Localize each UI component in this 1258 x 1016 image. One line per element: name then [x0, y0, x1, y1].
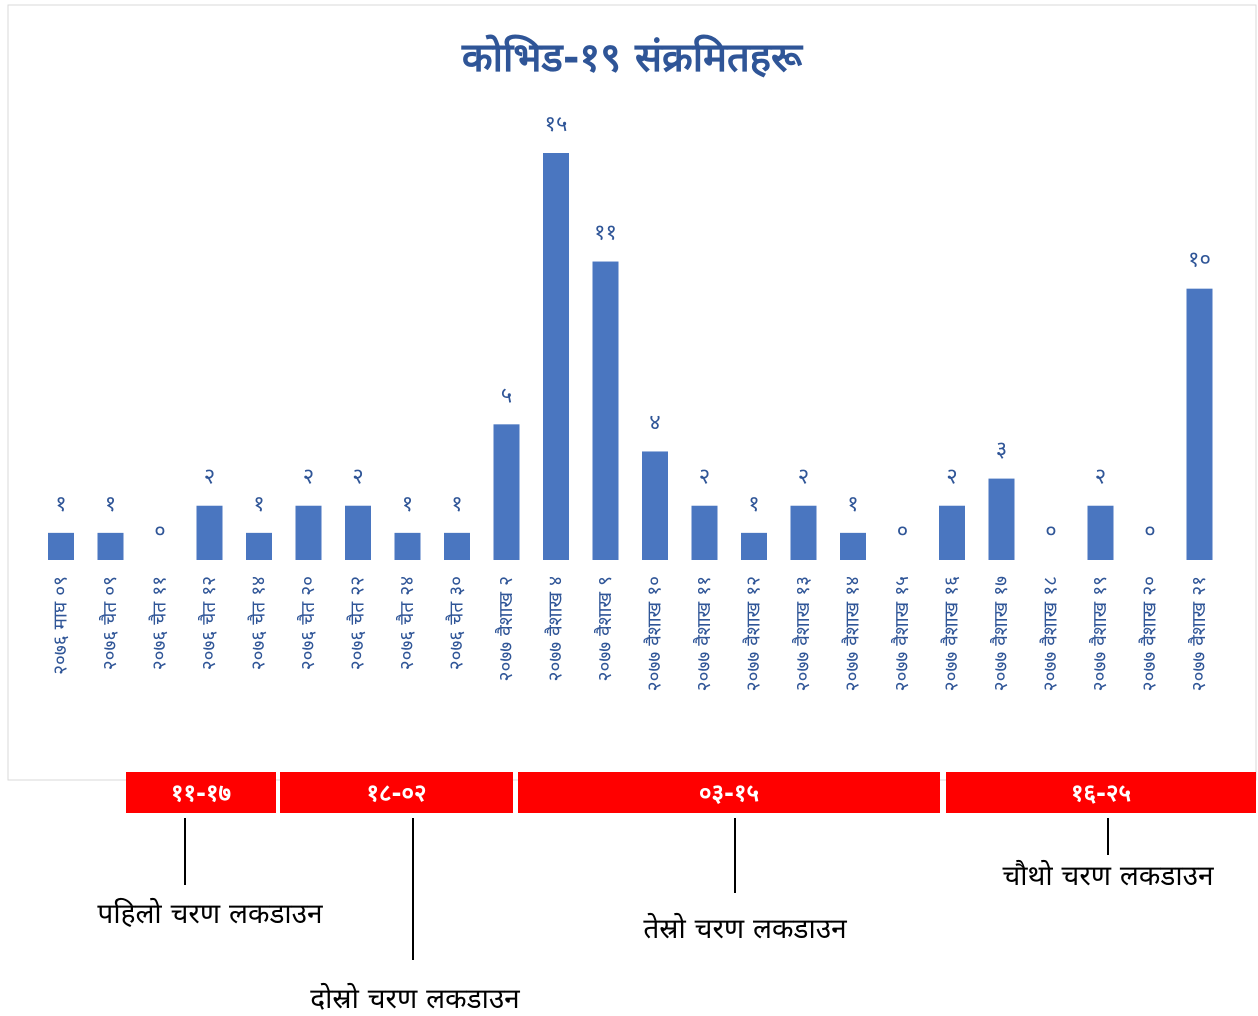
phase-label: तेस्रो चरण लकडाउन — [643, 912, 847, 945]
bar — [790, 505, 817, 560]
x-tick-label: २०७७ वैशाख १७ — [989, 576, 1012, 691]
bar — [1186, 288, 1213, 560]
data-label: ११ — [594, 221, 617, 246]
data-label: २ — [798, 465, 809, 490]
x-tick-label: २०७६ चैत २० — [296, 576, 319, 670]
x-tick-label: २०७७ वैशाख २ — [494, 576, 517, 681]
data-label: २ — [352, 465, 363, 490]
x-tick-label: २०७७ वैशाख १८ — [1039, 576, 1062, 691]
bar — [48, 532, 74, 560]
data-label: २ — [1095, 465, 1106, 490]
bar — [543, 153, 569, 560]
phase-label: चौथो चरण लकडाउन — [1002, 859, 1214, 892]
bar — [840, 532, 866, 560]
bar — [1087, 505, 1114, 560]
bar — [988, 478, 1015, 560]
bar — [493, 424, 520, 560]
data-label: १ — [748, 492, 759, 517]
x-tick-label: २०७६ चैत ११ — [148, 576, 171, 670]
data-label: २ — [303, 465, 314, 490]
data-label: २ — [946, 465, 957, 490]
data-label: ३ — [996, 438, 1007, 463]
bar — [939, 505, 965, 560]
bar — [592, 261, 619, 560]
data-label: ५ — [501, 383, 512, 408]
x-tick-label: २०७६ चैत २४ — [395, 576, 418, 670]
bar — [691, 505, 718, 560]
x-tick-label: २०७६ चैत १४ — [247, 576, 270, 670]
data-label: ० — [1144, 519, 1155, 544]
data-label: २ — [699, 465, 710, 490]
data-label: १५ — [545, 112, 568, 137]
x-tick-label: २०७७ वैशाख १६ — [940, 576, 963, 691]
data-label: १ — [105, 492, 116, 517]
bar — [295, 505, 322, 560]
data-label: १ — [253, 492, 264, 517]
x-tick-label: २०७७ वैशाख ११ — [692, 576, 715, 691]
x-tick-label: २०७७ वैशाख १० — [643, 576, 666, 691]
data-label: ४ — [649, 410, 660, 435]
chart-title: कोभिड-१९ संक्रमितहरू — [461, 34, 804, 81]
data-label: १ — [847, 492, 858, 517]
data-label: १ — [55, 492, 66, 517]
bar — [345, 505, 371, 560]
x-tick-label: २०७७ वैशाख १२ — [742, 576, 765, 691]
phase-period: १६-२५ — [1071, 779, 1131, 807]
data-label: १० — [1188, 248, 1211, 273]
x-tick-label: २०७७ वैशाख ९ — [593, 576, 616, 681]
data-label: १ — [451, 492, 462, 517]
x-tick-label: २०७६ चैत १२ — [197, 576, 220, 670]
chart-frame — [7, 4, 1257, 781]
phase-label: दोस्रो चरण लकडाउन — [310, 982, 520, 1015]
bar — [394, 532, 421, 560]
bar — [741, 532, 767, 560]
bar — [97, 532, 124, 560]
phase-period: ०३-१५ — [699, 779, 759, 807]
bar — [196, 505, 223, 560]
data-label: ० — [154, 519, 165, 544]
data-label: ० — [897, 519, 908, 544]
phase-box — [946, 772, 1256, 813]
phase-period: ११-१७ — [171, 779, 231, 807]
x-tick-label: २०७७ वैशाख २१ — [1187, 576, 1210, 691]
data-label: ० — [1045, 519, 1056, 544]
phase-box — [518, 772, 940, 813]
x-tick-label: २०७६ चैत २२ — [346, 576, 369, 670]
x-tick-label: २०७७ वैशाख ४ — [544, 576, 567, 681]
bar — [444, 532, 470, 560]
x-tick-label: २०७७ वैशाख १३ — [791, 576, 814, 691]
x-tick-label: २०७७ वैशाख १९ — [1088, 576, 1111, 691]
x-tick-label: २०७६ चैत ३० — [445, 576, 468, 670]
x-tick-label: २०७७ वैशाख १४ — [841, 576, 864, 691]
data-label: २ — [204, 465, 215, 490]
bar — [642, 451, 668, 560]
data-label: १ — [402, 492, 413, 517]
x-tick-label: २०७७ वैशाख १५ — [890, 576, 913, 691]
phase-label: पहिलो चरण लकडाउन — [97, 897, 323, 930]
bar — [246, 532, 272, 560]
x-tick-label: २०७६ माघ ०९ — [50, 576, 72, 675]
phase-box — [280, 772, 513, 813]
phase-box — [126, 772, 276, 813]
x-tick-label: २०७६ चैत ०९ — [98, 576, 121, 670]
phase-period: १८-०२ — [367, 779, 427, 807]
x-tick-label: २०७७ वैशाख २० — [1138, 576, 1161, 691]
